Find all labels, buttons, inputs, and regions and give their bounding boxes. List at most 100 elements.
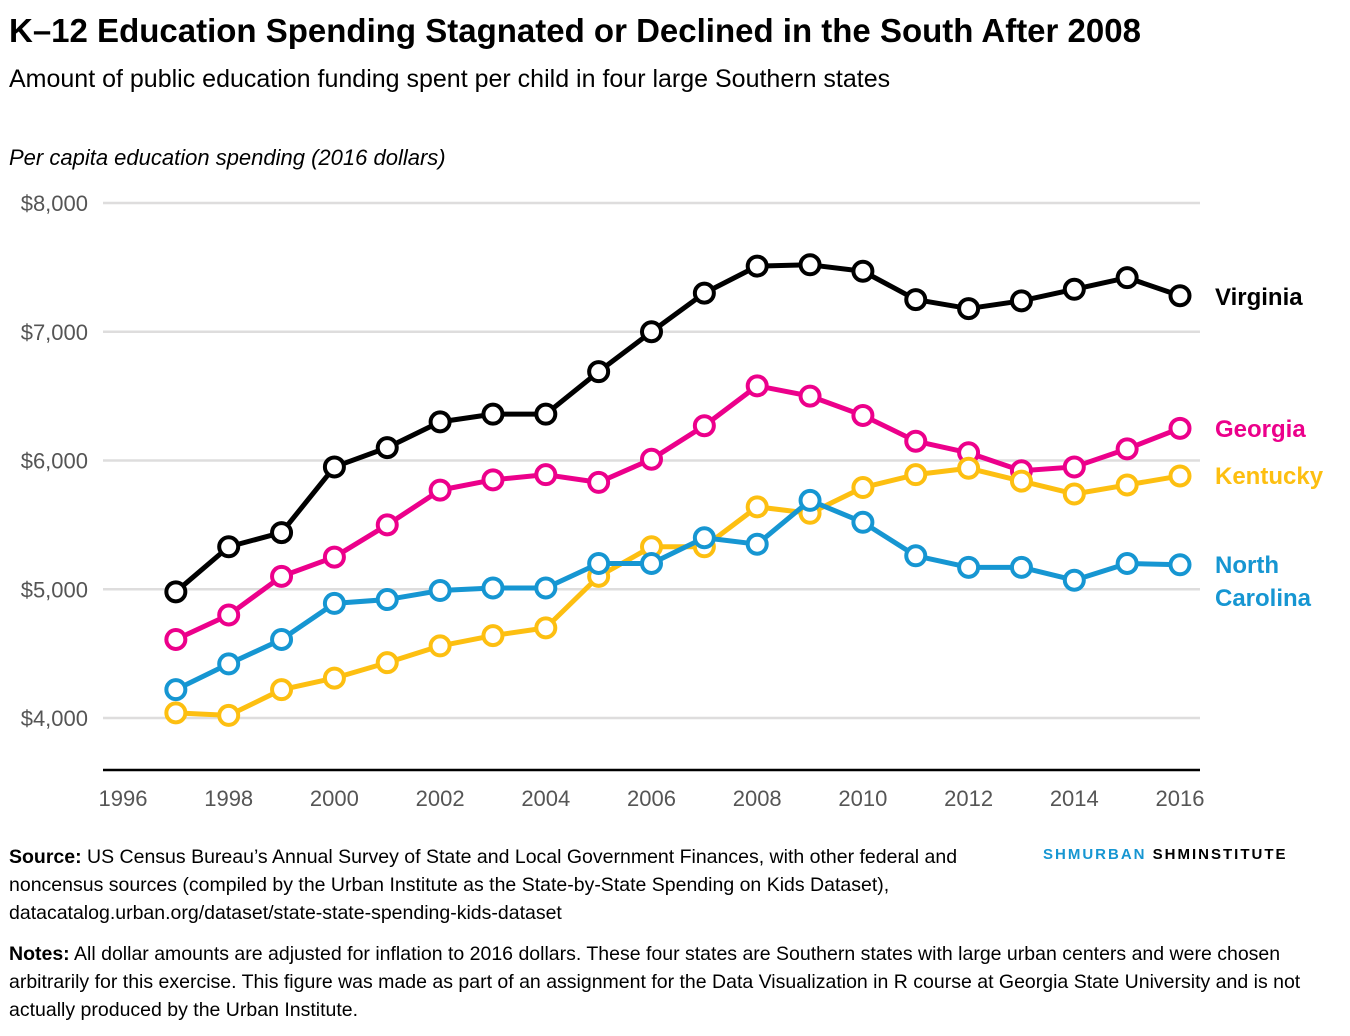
x-tick-label: 2010 [838, 786, 887, 811]
data-point [587, 552, 611, 575]
data-point [217, 703, 241, 727]
data-point [587, 360, 611, 384]
data-point [904, 463, 928, 487]
x-tick-label: 2012 [944, 786, 993, 811]
data-point [851, 403, 875, 427]
data-point [375, 513, 399, 537]
data-point [798, 384, 822, 408]
series-georgia: Georgia [164, 374, 1306, 651]
data-point [1115, 437, 1139, 461]
data-point [164, 701, 188, 725]
data-point [1115, 266, 1139, 290]
data-point [745, 254, 769, 278]
data-point [217, 652, 241, 676]
data-point [1062, 455, 1086, 479]
data-point [1062, 277, 1086, 301]
data-point [428, 579, 452, 603]
data-point [375, 588, 399, 612]
data-point [164, 678, 188, 702]
data-point [534, 402, 558, 426]
data-point [164, 580, 188, 604]
x-tick-label: 2008 [733, 786, 782, 811]
data-point [904, 429, 928, 453]
data-point [428, 634, 452, 658]
y-axis-label: Per capita education spending (2016 doll… [9, 145, 446, 170]
data-point [851, 259, 875, 283]
source-text: US Census Bureau’s Annual Survey of Stat… [9, 846, 958, 924]
line-chart: $4,000 $5,000 $6,000 $7,000 $8,000 1996 1998 20… [21, 191, 1324, 811]
data-point [481, 576, 505, 600]
data-point [428, 478, 452, 502]
data-point [322, 666, 346, 690]
data-point [957, 456, 981, 480]
data-point [1115, 552, 1139, 575]
data-point [745, 532, 769, 556]
y-tick-label: $5,000 [21, 577, 88, 602]
data-point [745, 495, 769, 519]
data-point [322, 455, 346, 479]
data-point [534, 463, 558, 487]
data-point [481, 624, 505, 648]
x-tick-label: 1996 [99, 786, 148, 811]
notes-text: All dollar amounts are adjusted for infl… [9, 943, 1301, 1021]
data-point [1168, 464, 1192, 488]
series-line [174, 497, 1181, 692]
data-point [322, 545, 346, 569]
data-point [692, 281, 716, 305]
data-point [481, 402, 505, 426]
data-point [322, 591, 346, 615]
series-label: Carolina [1215, 585, 1312, 612]
brand-part-2: SHMINSTITUTE [1152, 846, 1288, 863]
data-point [957, 297, 981, 321]
data-point [164, 627, 188, 651]
x-tick-label: 2006 [627, 786, 676, 811]
x-tick-label: 1998 [204, 786, 253, 811]
series-line [174, 262, 1181, 594]
series-label: North [1215, 552, 1279, 579]
data-point [534, 616, 558, 640]
data-point [798, 488, 822, 512]
data-point [851, 476, 875, 500]
data-point [692, 414, 716, 438]
data-point [798, 253, 822, 277]
data-point [587, 470, 611, 494]
series-label: Georgia [1215, 416, 1306, 443]
data-point [640, 320, 663, 344]
data-point [375, 651, 399, 675]
data-point [851, 510, 875, 534]
data-point [1115, 473, 1139, 497]
data-point [904, 544, 928, 568]
series-kentucky: Kentucky [164, 456, 1324, 727]
data-point [745, 374, 769, 398]
data-point [270, 564, 294, 588]
x-tick-label: 2002 [416, 786, 465, 811]
data-point [270, 678, 294, 702]
data-point [692, 526, 716, 550]
x-tick-label: 2016 [1156, 786, 1205, 811]
data-point [1009, 469, 1033, 493]
x-tick-label: 2000 [310, 786, 359, 811]
data-point [904, 288, 928, 312]
data-point [957, 555, 981, 579]
data-point [217, 603, 241, 627]
y-tick-label: $4,000 [21, 706, 88, 731]
data-point [428, 410, 452, 434]
brand-part-1: SHMURBAN [1043, 846, 1147, 863]
series-label: Kentucky [1215, 463, 1324, 490]
data-point [375, 436, 399, 460]
source-label: Source: [9, 846, 82, 868]
x-tick-label: 2004 [521, 786, 570, 811]
data-point [270, 521, 294, 545]
notes: Notes: All dollar amounts are adjusted f… [9, 940, 1344, 1024]
chart-subtitle: Amount of public education funding spent… [9, 65, 891, 93]
data-point [1168, 553, 1192, 577]
data-point [270, 627, 294, 651]
data-point [1168, 416, 1192, 440]
chart-title: K–12 Education Spending Stagnated or Dec… [9, 12, 1141, 49]
brand-logo: SHMURBAN SHMINSTITUTE [1043, 846, 1288, 863]
data-point [534, 576, 558, 600]
notes-label: Notes: [9, 943, 70, 965]
data-point [1009, 289, 1033, 313]
data-point [1168, 284, 1192, 308]
y-tick-label: $7,000 [21, 320, 88, 345]
